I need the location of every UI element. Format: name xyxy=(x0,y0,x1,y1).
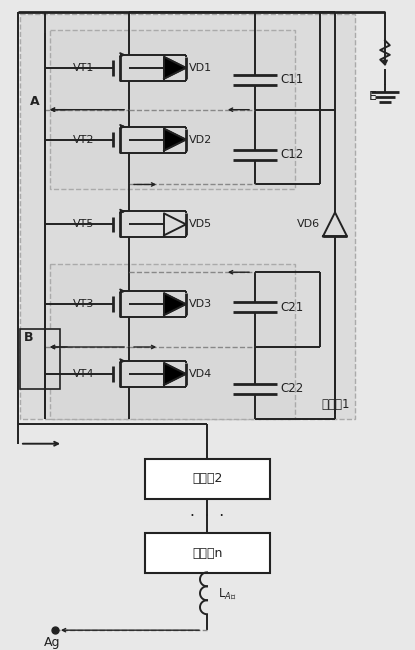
Text: C22: C22 xyxy=(280,382,303,395)
Text: VD2: VD2 xyxy=(189,135,212,144)
FancyBboxPatch shape xyxy=(50,265,295,419)
Polygon shape xyxy=(164,293,186,315)
Polygon shape xyxy=(164,363,186,385)
Text: VD4: VD4 xyxy=(189,369,212,379)
FancyBboxPatch shape xyxy=(20,14,355,419)
FancyBboxPatch shape xyxy=(145,459,270,499)
Text: VT1: VT1 xyxy=(73,63,95,73)
Text: VD5: VD5 xyxy=(189,219,212,229)
FancyBboxPatch shape xyxy=(50,30,295,189)
Text: VT2: VT2 xyxy=(73,135,95,144)
Text: 子模剗1: 子模剗1 xyxy=(322,398,350,411)
Text: C12: C12 xyxy=(280,148,303,161)
Text: VT5: VT5 xyxy=(73,219,95,229)
Text: VT3: VT3 xyxy=(73,299,95,309)
Text: VD3: VD3 xyxy=(189,299,212,309)
FancyBboxPatch shape xyxy=(145,534,270,573)
Polygon shape xyxy=(164,129,186,151)
Text: A: A xyxy=(30,95,40,108)
Text: 子模剗2: 子模剗2 xyxy=(192,472,223,485)
Text: Ag: Ag xyxy=(44,636,60,649)
Polygon shape xyxy=(164,57,186,79)
Text: C11: C11 xyxy=(280,73,303,86)
Text: VD1: VD1 xyxy=(189,63,212,73)
Text: ·  ·  ·: · · · xyxy=(190,508,225,523)
Text: 子模块n: 子模块n xyxy=(192,547,223,560)
Text: L$_{A上}$: L$_{A上}$ xyxy=(218,586,237,601)
Text: B: B xyxy=(24,330,33,343)
Text: C21: C21 xyxy=(280,300,303,313)
Text: VT4: VT4 xyxy=(73,369,95,379)
Text: VD6: VD6 xyxy=(297,219,320,229)
FancyBboxPatch shape xyxy=(20,329,60,389)
Text: E: E xyxy=(369,90,377,103)
